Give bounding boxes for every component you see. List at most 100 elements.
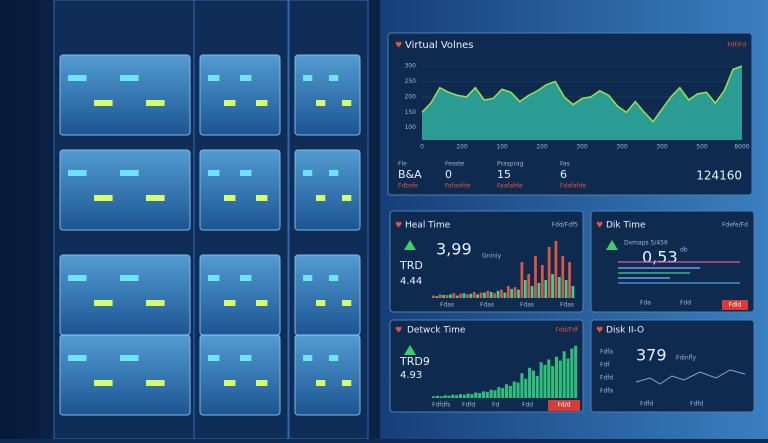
led: [120, 170, 139, 176]
bar: [483, 292, 486, 298]
bar: [493, 390, 497, 398]
led: [316, 100, 326, 106]
bar: [506, 286, 510, 298]
sub: 4.93: [400, 370, 422, 381]
title: Detwck Time: [407, 326, 466, 336]
bar: [474, 392, 478, 398]
led: [94, 100, 113, 106]
bar: [438, 294, 442, 298]
bar: [466, 294, 469, 298]
led: [240, 75, 252, 81]
x-tick-label: Fdfd: [462, 402, 475, 409]
x-tick-label: 300: [656, 144, 668, 151]
bar: [547, 359, 551, 398]
panel: [590, 319, 755, 413]
x-tick-label: 300: [616, 144, 628, 151]
bar: [554, 356, 559, 398]
x-tick-label: Fdfd: [640, 401, 653, 408]
button-label: Fdld: [729, 302, 742, 309]
x-tick-label: 200: [536, 144, 548, 151]
led: [68, 275, 87, 281]
led: [68, 355, 87, 361]
up-icon: [606, 240, 618, 250]
bar: [564, 280, 568, 298]
bar: [435, 395, 439, 398]
led: [342, 195, 352, 201]
server-unit: [59, 54, 191, 136]
x-tick-label: Fdfdfs: [432, 402, 450, 409]
y-label: Fdfd: [600, 375, 613, 382]
bar: [557, 277, 561, 298]
badge: Fdf/Fd: [727, 42, 746, 49]
x-tick-label: 8000: [734, 144, 749, 151]
bar: [458, 394, 462, 398]
button[interactable]: [548, 400, 580, 411]
button[interactable]: [722, 300, 748, 310]
led: [303, 275, 313, 281]
x-tick-label: 100: [496, 144, 508, 151]
icon: ♥: [596, 326, 603, 335]
badge: Fdefe/Fd: [722, 222, 748, 229]
led: [208, 275, 220, 281]
led: [256, 195, 268, 201]
bar: [485, 391, 489, 398]
led: [256, 380, 268, 386]
labels: ♥ Virtual Volnes Fdf/Fd 124160 ♥ Heal Ti…: [395, 40, 748, 411]
y-tick-label: 200: [405, 93, 417, 100]
bar: [472, 292, 476, 298]
bar: [443, 395, 447, 398]
bar: [455, 395, 459, 398]
bar: [551, 274, 554, 298]
server-unit: [294, 334, 361, 416]
bar: [513, 287, 517, 298]
led: [224, 195, 236, 201]
led: [146, 300, 165, 306]
bar: [574, 345, 578, 398]
bar: [478, 393, 482, 398]
icon: ♥: [596, 221, 603, 230]
led: [329, 355, 339, 361]
stat-label: Prasprag: [497, 161, 524, 168]
stat-label: Fesste: [445, 161, 464, 168]
led: [146, 380, 165, 386]
bar: [442, 295, 445, 298]
x-tick-label: Fdas: [440, 302, 454, 309]
x-tick-label: Fdfd: [690, 401, 703, 408]
value: 0,53: [642, 248, 678, 267]
bar: [540, 265, 544, 298]
bar: [571, 286, 575, 298]
bar: [449, 294, 452, 298]
bar: [503, 292, 507, 298]
bar: [497, 387, 501, 398]
led: [329, 170, 339, 176]
value: 379: [636, 346, 667, 365]
icon: ♥: [395, 41, 402, 50]
server-unit: [59, 149, 191, 231]
x-tick-label: 500: [696, 144, 708, 151]
led: [329, 75, 339, 81]
badge: Fdd/Fdf: [556, 327, 579, 334]
bar: [537, 283, 541, 298]
bar: [551, 366, 555, 398]
bar: [510, 289, 514, 298]
led: [316, 195, 326, 201]
bar: [528, 367, 532, 398]
bar: [566, 358, 570, 398]
bar: [523, 280, 527, 298]
stat-label: Fle: [398, 161, 407, 168]
bar: [435, 296, 439, 298]
note: Dxmaps 5/456: [624, 240, 668, 247]
bar: [496, 290, 500, 298]
bar: [462, 394, 466, 398]
server-unit: [199, 54, 281, 136]
bar: [544, 280, 548, 298]
led: [94, 195, 113, 201]
led: [342, 300, 352, 306]
stat-label: Fas: [560, 161, 570, 168]
bar: [558, 360, 562, 398]
led: [120, 355, 139, 361]
stat-sub: Fdbsfe: [398, 183, 418, 190]
led: [224, 300, 236, 306]
bar: [476, 294, 479, 298]
total: 124160: [696, 169, 742, 183]
